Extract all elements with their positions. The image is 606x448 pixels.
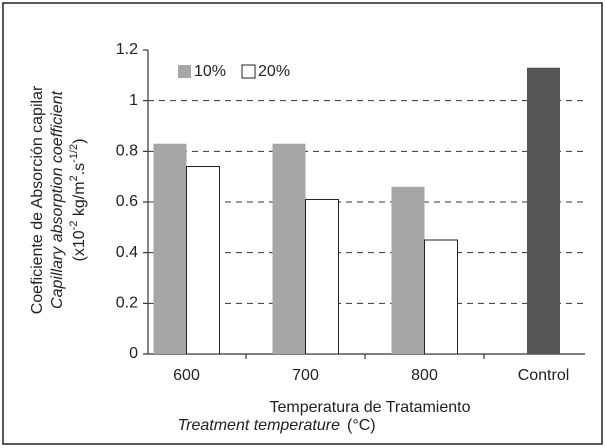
y-axis-unit: (x10-2 kg/m2.s-1/2) [68, 139, 88, 262]
bar [527, 67, 560, 354]
y-axis-title: Coeficiente de Absorción capilar [29, 85, 46, 314]
legend-label: 20% [258, 63, 290, 80]
x-axis-title: Temperatura de Tratamiento [270, 399, 471, 416]
bar [424, 239, 458, 355]
y-tick-label: 0.2 [116, 295, 138, 312]
x-axis-unit: (°C) [347, 417, 376, 434]
bar [272, 143, 306, 354]
legend-swatch [241, 64, 256, 79]
y-tick-label: 1 [129, 92, 138, 109]
y-unit-part: -1/2 [68, 144, 80, 163]
y-unit-part: -2 [68, 221, 80, 231]
y-unit-part: ) [71, 139, 88, 144]
x-tick-label: 800 [411, 367, 438, 384]
x-tick-label: 600 [173, 367, 200, 384]
y-unit-part: kg/m [71, 181, 88, 220]
bar [186, 166, 220, 355]
y-tick-label: 0.8 [116, 143, 138, 160]
bar [305, 198, 339, 355]
y-tick-label: 1.2 [116, 41, 138, 58]
y-axis-title-group: Coeficiente de Absorción capilar Capilla… [29, 85, 88, 314]
x-tick-label: Control [518, 367, 570, 384]
bar [391, 186, 425, 354]
y-unit-part: 2 [68, 175, 80, 181]
legend-swatch [178, 65, 191, 78]
y-tick-label: 0 [129, 345, 138, 362]
x-axis-subtitle: Treatment temperature [178, 417, 341, 434]
y-unit-part: .s [71, 163, 88, 175]
y-tick-label: 0.4 [116, 244, 138, 261]
x-tick-label: 700 [292, 367, 319, 384]
y-tick-label: 0.6 [116, 193, 138, 210]
bar [153, 143, 187, 354]
legend-label: 10% [194, 63, 226, 80]
y-axis-subtitle: Capillary absorption coefficient [49, 91, 66, 309]
y-unit-part: (x10 [71, 230, 88, 261]
